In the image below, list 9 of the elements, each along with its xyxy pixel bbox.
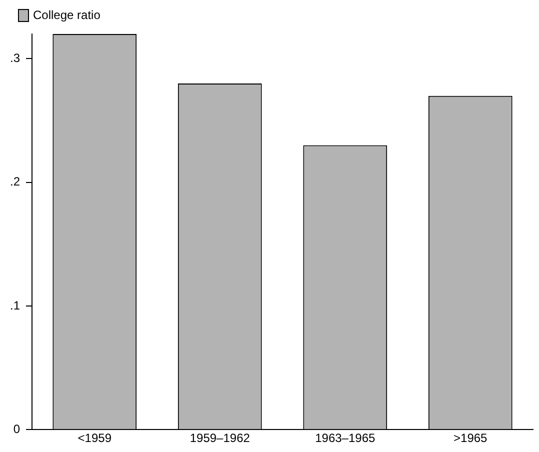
series-label: College ratio xyxy=(33,8,100,22)
y-tick-label: .3 xyxy=(10,51,20,66)
x-tick-label: 1959–1962 xyxy=(190,431,250,446)
x-tick-label: 1963–1965 xyxy=(315,431,376,446)
y-tick-label: 0 xyxy=(13,422,20,436)
y-tick-label: .2 xyxy=(10,174,20,189)
x-tick-label: >1965 xyxy=(454,431,488,446)
x-tick-label: <1959 xyxy=(78,431,112,446)
y-tick-label: .1 xyxy=(10,298,20,312)
